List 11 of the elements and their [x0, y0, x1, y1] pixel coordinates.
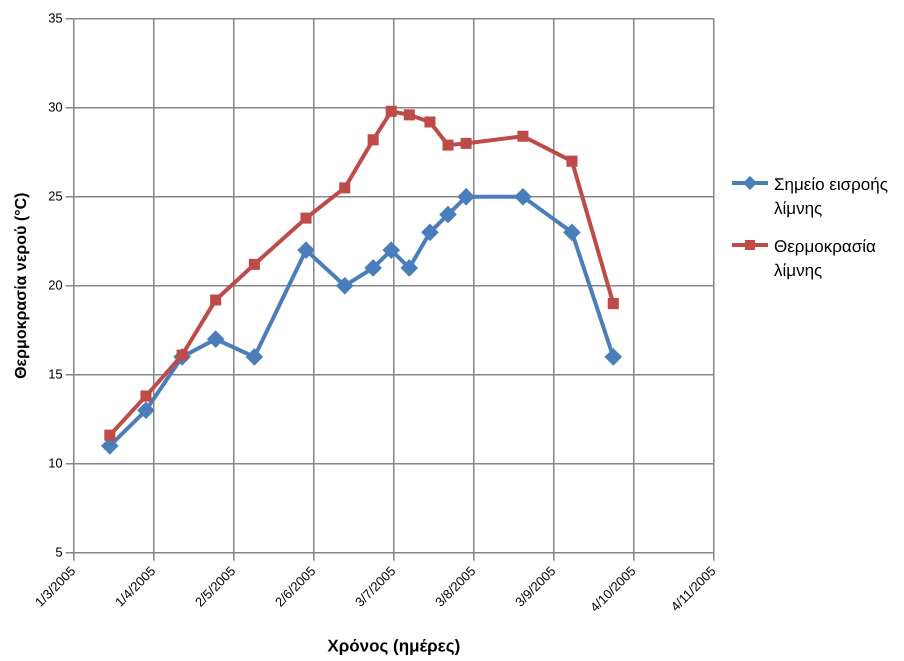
legend-label: Θερμοκρασία λίμνης [774, 236, 877, 282]
legend-label: Σημείο εισροής λίμνης [774, 174, 889, 220]
y-tick-label: 35 [48, 10, 63, 26]
y-tick-label: 15 [48, 366, 63, 382]
x-axis-title: Χρόνος (ημέρες) [327, 636, 460, 656]
y-tick-label: 10 [48, 455, 63, 470]
y-tick-label: 20 [48, 277, 63, 292]
y-tick-label: 5 [55, 544, 63, 560]
y-tick-label: 25 [48, 188, 63, 204]
y-axis-title: Θερμοκρασία νερού (°C) [13, 192, 30, 379]
y-tick-label: 30 [48, 99, 63, 114]
